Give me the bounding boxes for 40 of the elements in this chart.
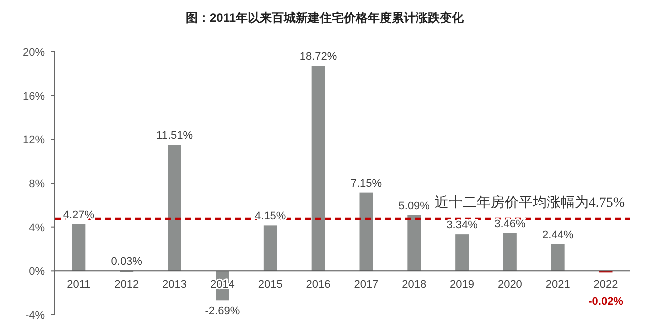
x-tick-label: 2017 [354,279,379,292]
bar [312,66,326,272]
bar [504,233,517,272]
data-label: 4.27% [63,209,95,222]
x-tick-label: 2011 [67,279,91,292]
x-tick-label: 2019 [450,279,475,292]
bar [168,145,182,272]
data-label: 11.51% [156,130,194,142]
y-tick-label: 12% [22,134,46,147]
data-label: -0.02% [588,296,624,308]
y-tick-label: -4% [25,310,46,322]
bar [456,234,469,272]
data-label: -2.69% [205,306,240,318]
y-tick-label: 4% [29,222,46,234]
y-tick-label: 16% [22,90,46,103]
bar [72,224,86,272]
x-tick-label: 2021 [546,279,570,292]
y-tick-label: 8% [29,178,46,190]
x-tick-label: 2020 [498,279,522,292]
data-label: 5.09% [398,200,430,212]
data-label: 3.34% [446,220,478,232]
data-label: 3.46% [494,218,526,230]
x-tick-label: 2015 [258,279,283,292]
bar [264,226,278,272]
x-tick-label: 2022 [594,279,618,292]
ref-line-label: 近十二年房价平均涨幅为4.75% [434,195,626,212]
bar [408,215,422,272]
x-tick-label: 2013 [162,279,188,292]
bar [360,192,374,272]
data-label: 2.44% [542,229,574,242]
bar [551,244,565,272]
y-tick-label: 0% [29,266,46,278]
x-tick-label: 2018 [402,279,427,292]
data-label: 7.15% [350,178,382,190]
y-tick-label: 20% [22,47,46,59]
x-tick-label: 2016 [306,279,331,292]
data-label: 0.03% [111,256,143,268]
x-tick-label: 2012 [114,279,140,292]
data-label: 18.72% [300,51,338,64]
chart-title: 图：2011年以来百城新建住宅价格年度累计涨跌变化 [186,11,466,25]
